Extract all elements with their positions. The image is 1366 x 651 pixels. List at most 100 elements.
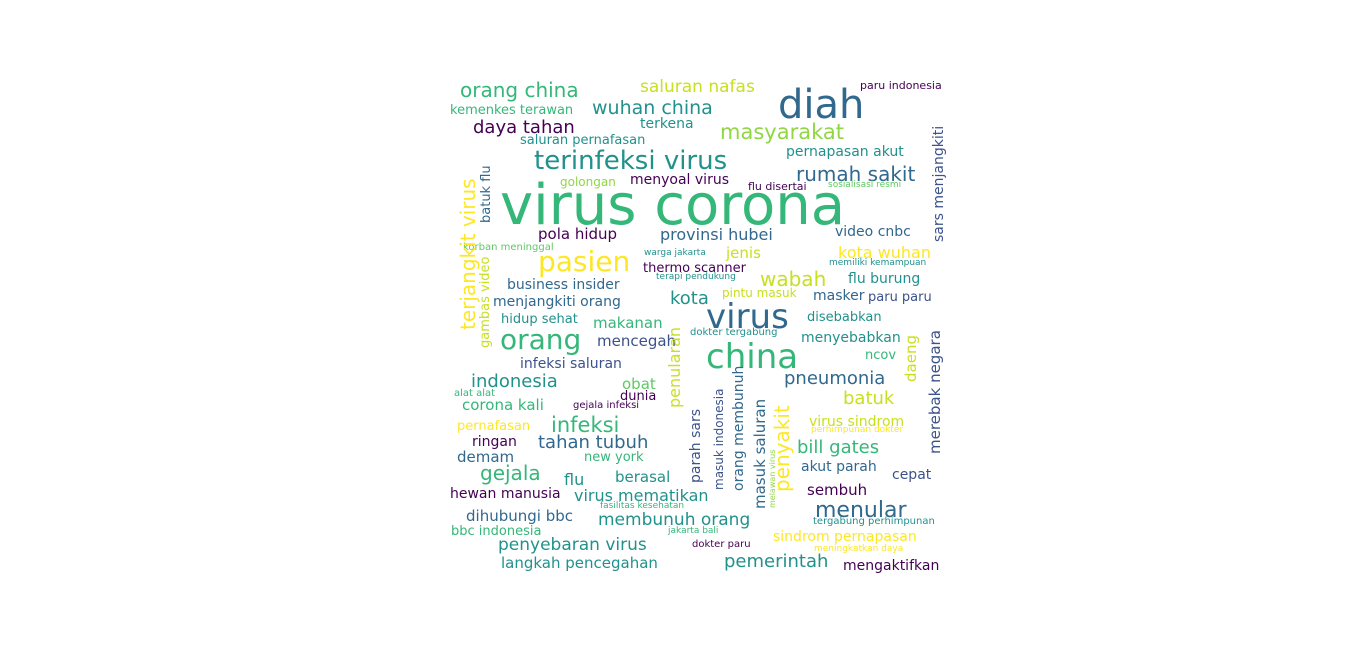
word-pintu-masuk: pintu masuk	[722, 286, 797, 300]
word-ringan: ringan	[472, 434, 517, 450]
word-merebak-negara: merebak negara	[926, 330, 944, 454]
word-china: china	[706, 337, 799, 377]
word-virus: virus	[706, 297, 789, 337]
word-business-insider: business insider	[507, 277, 620, 293]
word-terapi-pendukung: terapi pendukung	[656, 272, 736, 282]
word-disebabkan: disebabkan	[807, 310, 882, 325]
word-rumah-sakit: rumah sakit	[796, 162, 916, 186]
word-ncov: ncov	[865, 348, 897, 363]
word-terjangkit-virus: terjangkit virus	[456, 178, 480, 330]
word-saluran-pernafasan: saluran pernafasan	[520, 133, 646, 148]
word-daya-tahan: daya tahan	[473, 117, 575, 138]
word-dunia: dunia	[620, 389, 657, 404]
word-akut-parah: akut parah	[801, 459, 877, 475]
word-pasien: pasien	[538, 245, 631, 278]
word-paru-indonesia: paru indonesia	[860, 79, 942, 92]
word-bbc-indonesia: bbc indonesia	[451, 524, 542, 539]
word-pneumonia: pneumonia	[784, 368, 886, 389]
word-berasal: berasal	[615, 468, 671, 486]
word-penularan: penularan	[665, 326, 684, 408]
word-mengaktifkan: mengaktifkan	[843, 558, 940, 574]
word-masyarakat: masyarakat	[720, 120, 844, 144]
word-langkah-pencegahan: langkah pencegahan	[501, 554, 658, 572]
word-gejala-infeksi: gejala infeksi	[573, 400, 640, 411]
word-dokter-tergabung: dokter tergabung	[690, 327, 778, 338]
word-menyebabkan: menyebabkan	[801, 330, 901, 346]
word-virus-sindrom: virus sindrom	[809, 414, 905, 430]
word-sindrom-pernapasan: sindrom pernapasan	[773, 529, 917, 545]
word-menjangkiti-orang: menjangkiti orang	[493, 294, 621, 310]
word-masuk-indonesia: masuk indonesia	[712, 388, 726, 491]
word-masker: masker	[813, 288, 865, 304]
word-daeng: daeng	[902, 335, 920, 382]
word-warga-jakarta: warga jakarta	[644, 248, 706, 258]
word-sars-menjangkiti: sars menjangkiti	[931, 125, 947, 242]
word-virus-mematikan: virus mematikan	[574, 486, 709, 505]
word-saluran-nafas: saluran nafas	[640, 77, 755, 97]
word-pernapasan-akut: pernapasan akut	[786, 144, 904, 160]
word-cepat: cepat	[892, 467, 932, 483]
word-flu: flu	[564, 470, 585, 489]
word-indonesia: indonesia	[471, 371, 558, 392]
word-gambas-video: gambas video	[478, 256, 493, 348]
word-orang-membunuh: orang membunuh	[731, 365, 747, 491]
word-makanan: makanan	[593, 314, 663, 332]
word-fasilitas-kesehatan: fasilitas kesehatan	[600, 501, 685, 511]
word-thermo-scanner: thermo scanner	[643, 261, 746, 276]
word-pemerintah: pemerintah	[724, 551, 829, 572]
word-flu-disertai: flu disertai	[748, 180, 807, 193]
word-jakarta-bali: jakarta bali	[668, 526, 719, 536]
word-menyoal-virus: menyoal virus	[630, 172, 729, 188]
word-infeksi-saluran: infeksi saluran	[520, 356, 622, 372]
word-alat-alat: alat alat	[454, 388, 496, 399]
word-terkena: terkena	[640, 116, 694, 132]
word-kemenkes-terawan: kemenkes terawan	[450, 103, 574, 118]
word-paru-paru: paru paru	[868, 290, 932, 305]
word-diah: diah	[778, 82, 865, 128]
word-sembuh: sembuh	[807, 481, 868, 499]
word-memiliki-kemampuan: memiliki kemampuan	[829, 258, 927, 268]
word-masuk-saluran: masuk saluran	[751, 398, 769, 509]
word-parah-sars: parah sars	[688, 408, 704, 483]
word-new-york: new york	[584, 450, 644, 465]
word-batuk: batuk	[843, 388, 895, 409]
word-orang: orang	[500, 323, 582, 356]
word-penyebaran-virus: penyebaran virus	[498, 535, 647, 555]
word-jenis: jenis	[726, 244, 761, 262]
word-menular: menular	[815, 498, 907, 523]
word-virus-corona: virus corona	[500, 173, 846, 238]
word-obat: obat	[622, 375, 656, 393]
word-gejala: gejala	[480, 461, 541, 485]
word-video-cnbc: video cnbc	[835, 224, 911, 240]
word-corona-kali: corona kali	[462, 396, 544, 414]
word-hewan-manusia: hewan manusia	[450, 486, 561, 502]
word-kota-wuhan: kota wuhan	[838, 243, 931, 262]
word-membunuh-orang: membunuh orang	[598, 510, 751, 530]
word-kota: kota	[670, 288, 709, 309]
word-pernafasan: pernafasan	[457, 419, 531, 434]
word-provinsi-hubei: provinsi hubei	[660, 225, 773, 244]
word-terinfeksi-virus: terinfeksi virus	[534, 146, 728, 176]
word-hidup-sehat: hidup sehat	[501, 312, 578, 327]
word-mencegah: mencegah	[597, 332, 677, 350]
word-tahan-tubuh: tahan tubuh	[538, 432, 649, 453]
word-golongan: golongan	[560, 175, 616, 189]
word-demam: demam	[457, 448, 515, 466]
word-penyakit: penyakit	[770, 405, 794, 492]
word-wabah: wabah	[760, 267, 827, 291]
word-wuhan-china: wuhan china	[592, 97, 713, 119]
word-pola-hidup: pola hidup	[538, 225, 618, 243]
word-sosialisasi-resmi: sosialisasi resmi	[828, 180, 902, 190]
word-korban-meninggal: korban meninggal	[463, 242, 554, 253]
word-perhimpunan-dokter: perhimpunan dokter	[811, 425, 904, 435]
word-bill-gates: bill gates	[797, 437, 880, 458]
word-dokter-paru: dokter paru	[692, 539, 751, 550]
word-orang-china: orang china	[460, 78, 579, 102]
word-tergabung-perhimpunan: tergabung perhimpunan	[813, 516, 935, 527]
word-batuk-flu: batuk flu	[479, 165, 494, 223]
word-meningkatkan-daya: meningkatkan daya	[814, 544, 904, 554]
word-dihubungi-bbc: dihubungi bbc	[466, 507, 573, 525]
word-infeksi: infeksi	[551, 413, 620, 437]
word-flu-burung: flu burung	[848, 271, 921, 287]
